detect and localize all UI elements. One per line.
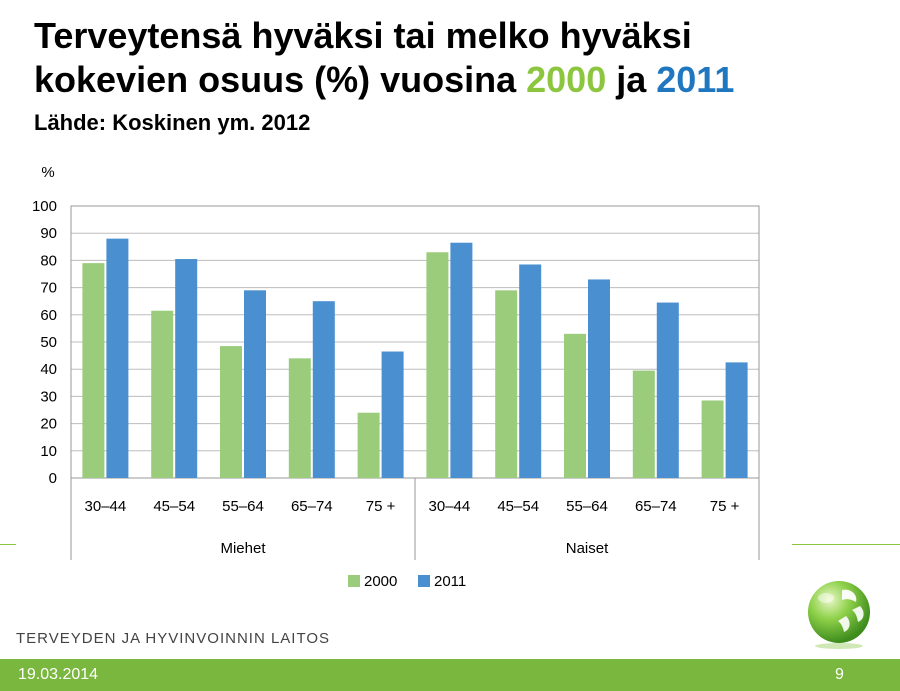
x-tick-label: 55–64 <box>566 498 608 515</box>
bar-2000-3 <box>220 346 242 478</box>
y-tick-label: 90 <box>40 225 57 242</box>
y-tick-label: 40 <box>40 361 57 378</box>
x-tick-label: 75 + <box>366 498 396 515</box>
title-year-2011: 2011 <box>656 59 735 100</box>
title-year-2000: 2000 <box>526 59 607 100</box>
bar-2011-9 <box>656 302 679 478</box>
bar-chart: 0 10 20 30 40 50 60 70 80 90 100% 30–44 45–54 55–64 65… <box>32 164 760 590</box>
group-label-naiset: Naiset <box>566 540 609 557</box>
bar-2011-5 <box>381 351 404 478</box>
y-tick-label: 20 <box>40 416 57 433</box>
title-line-1: Terveytensä hyväksi tai melko hyväksi <box>34 15 692 56</box>
y-tick-label: 0 <box>49 470 57 487</box>
legend-swatch-2011 <box>418 575 430 587</box>
y-tick-label: 100 <box>32 198 57 215</box>
y-tick-label: 50 <box>40 334 57 351</box>
organization-name: TERVEYDEN JA HYVINVOINNIN LAITOS <box>16 630 331 647</box>
bar-2000-10 <box>701 400 724 478</box>
bar-2000-4 <box>288 358 311 478</box>
y-tick-label: 80 <box>40 252 57 269</box>
x-tick-label: 65–74 <box>291 498 333 515</box>
y-tick-label: 70 <box>40 280 57 297</box>
thl-logo-icon <box>808 581 870 649</box>
x-tick-label: 55–64 <box>222 498 264 515</box>
x-tick-label: 30–44 <box>85 498 127 515</box>
title-conjunction: ja <box>606 59 657 100</box>
legend-swatch-2000 <box>348 575 360 587</box>
bar-2011-1 <box>106 238 129 478</box>
source-citation: Lähde: Koskinen ym. 2012 <box>34 110 311 135</box>
bar-2000-5 <box>357 412 380 478</box>
right-decorative-line <box>792 544 900 545</box>
left-decorative-line <box>0 544 16 545</box>
page-number: 9 <box>835 666 844 683</box>
bar-2000-9 <box>632 370 655 478</box>
y-axis-label: % <box>41 164 54 181</box>
x-tick-label: 45–54 <box>497 498 539 515</box>
y-tick-label: 30 <box>40 388 57 405</box>
bar-2011-7 <box>519 264 542 478</box>
bar-2011-8 <box>588 279 610 478</box>
bar-2011-2 <box>175 259 198 478</box>
bar-2000-6 <box>426 252 449 478</box>
footer-bar <box>0 659 900 691</box>
bar-2011-6 <box>450 242 473 478</box>
x-tick-label: 30–44 <box>429 498 471 515</box>
bar-2011-4 <box>312 301 335 478</box>
bar-2011-3 <box>244 290 266 478</box>
title-line-2: kokevien osuus (%) vuosina <box>34 59 527 100</box>
bar-2000-7 <box>495 290 518 478</box>
bar-2000-1 <box>82 263 105 478</box>
x-tick-label: 65–74 <box>635 498 677 515</box>
y-tick-label: 10 <box>40 443 57 460</box>
x-tick-label: 45–54 <box>153 498 195 515</box>
y-tick-label: 60 <box>40 307 57 324</box>
footer-date: 19.03.2014 <box>18 666 99 683</box>
bar-2000-2 <box>151 310 174 478</box>
bar-2011-10 <box>725 362 748 478</box>
group-label-miehet: Miehet <box>220 540 266 557</box>
x-tick-label: 75 + <box>710 498 740 515</box>
legend-label-2011: 2011 <box>434 573 466 590</box>
legend-label-2000: 2000 <box>364 573 397 590</box>
bar-2000-8 <box>564 333 586 478</box>
slide-title: Terveytensä hyväksi tai melko hyväksi ko… <box>34 14 734 102</box>
